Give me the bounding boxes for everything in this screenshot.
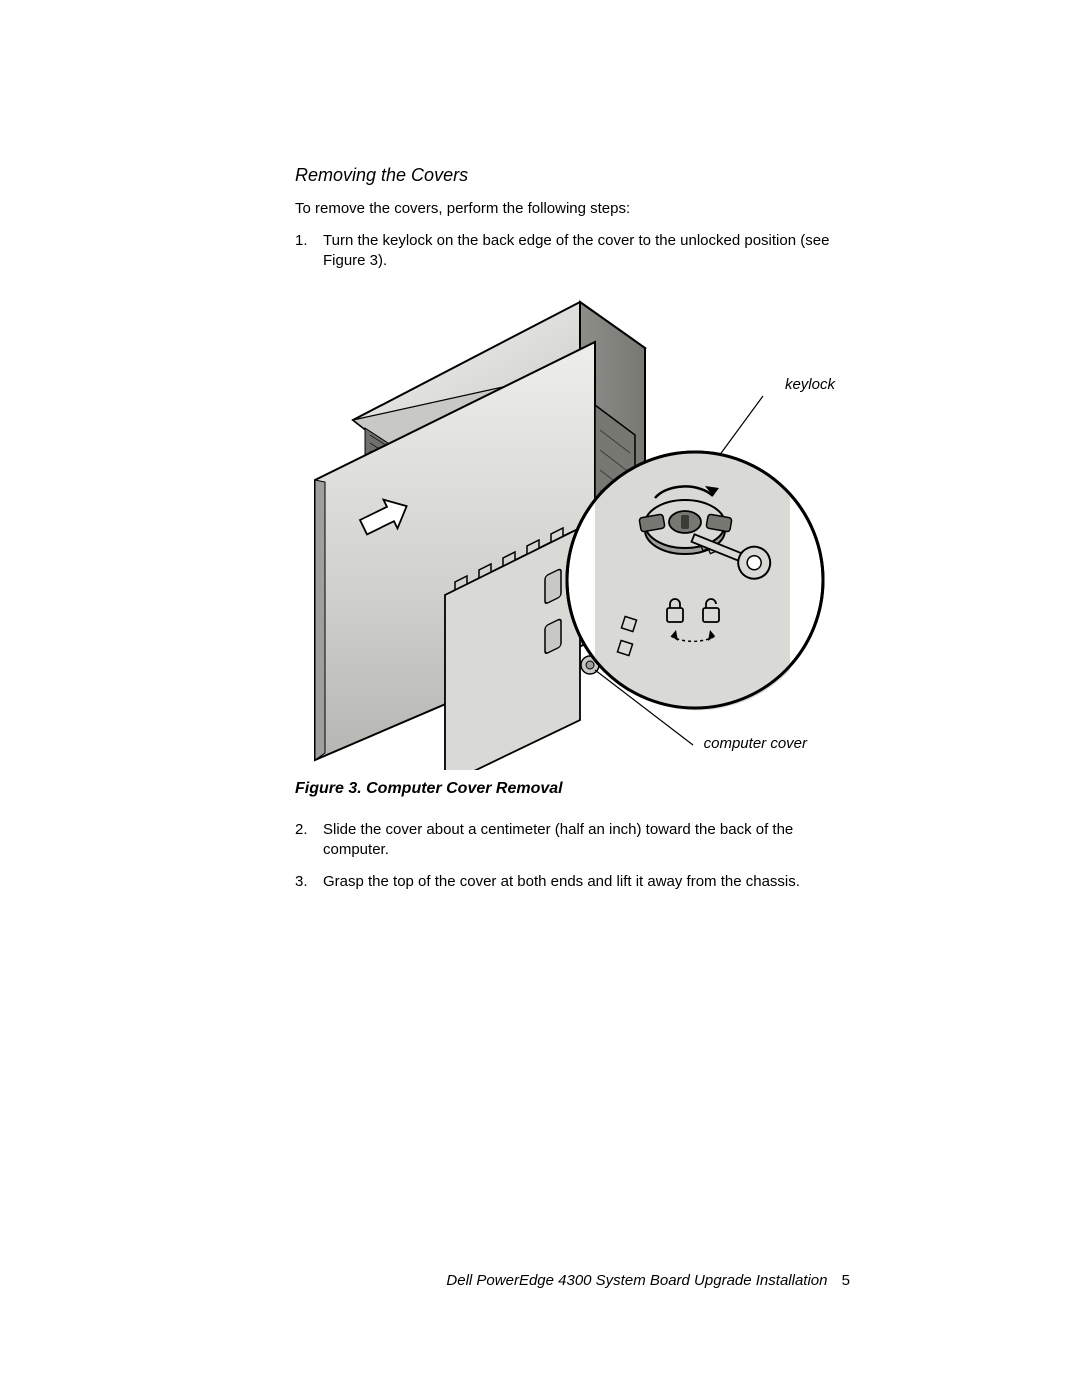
step-2-text: Slide the cover about a centimeter (half… [323,821,793,858]
step-1: 1. Turn the keylock on the back edge of … [323,231,850,272]
figure-diagram: keylock computer cover [295,290,835,770]
step-3-num: 3. [295,872,308,892]
step-3-text: Grasp the top of the cover at both ends … [323,873,800,890]
section-heading: Removing the Covers [295,165,850,186]
page-footer: Dell PowerEdge 4300 System Board Upgrade… [446,1272,850,1289]
figure-caption: Figure 3. Computer Cover Removal [295,780,850,798]
footer-doc-title: Dell PowerEdge 4300 System Board Upgrade… [446,1272,827,1289]
step-1-text: Turn the keylock on the back edge of the… [323,232,829,269]
footer-page-number: 5 [842,1272,850,1289]
computer-cover-illustration [295,290,835,770]
step-2: 2. Slide the cover about a centimeter (h… [323,820,850,861]
label-cover: computer cover [704,735,807,752]
step-list: 1. Turn the keylock on the back edge of … [295,231,850,272]
step-1-num: 1. [295,231,308,251]
label-keylock: keylock [785,376,835,393]
step-list-2: 2. Slide the cover about a centimeter (h… [295,820,850,893]
step-2-num: 2. [295,820,308,840]
step-3: 3. Grasp the top of the cover at both en… [323,872,850,892]
intro-text: To remove the covers, perform the follow… [295,200,850,217]
